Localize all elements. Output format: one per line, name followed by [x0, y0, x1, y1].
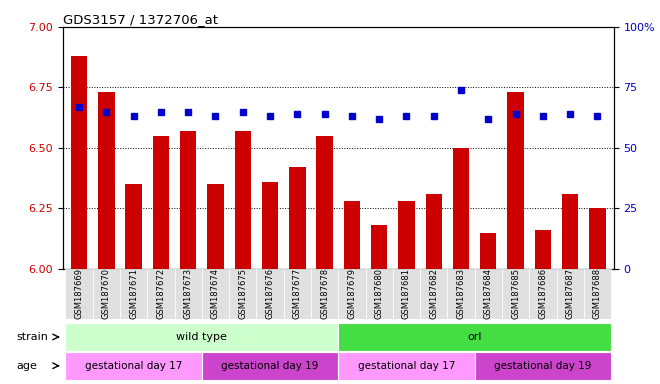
Bar [92, 269, 120, 319]
Text: GSM187677: GSM187677 [293, 268, 302, 319]
Bar [556, 269, 584, 319]
Bar [202, 269, 229, 319]
Text: GSM187687: GSM187687 [566, 268, 575, 319]
Bar [475, 269, 502, 319]
Bar [529, 269, 556, 319]
Bar [562, 194, 578, 269]
Text: wild type: wild type [176, 332, 227, 342]
Bar [447, 269, 475, 319]
Bar [229, 269, 256, 319]
Bar [262, 182, 279, 269]
Bar [65, 352, 202, 379]
Text: GSM187681: GSM187681 [402, 268, 411, 319]
Bar [147, 269, 174, 319]
Bar [371, 225, 387, 269]
Bar [480, 232, 496, 269]
Text: GSM187680: GSM187680 [375, 268, 383, 319]
Text: GSM187673: GSM187673 [183, 268, 193, 319]
Bar [338, 269, 366, 319]
Bar [535, 230, 551, 269]
Bar [453, 148, 469, 269]
Text: GSM187684: GSM187684 [484, 268, 493, 319]
Bar [338, 323, 611, 351]
Bar [120, 269, 147, 319]
Text: GDS3157 / 1372706_at: GDS3157 / 1372706_at [63, 13, 218, 26]
Text: GSM187678: GSM187678 [320, 268, 329, 319]
Text: GSM187675: GSM187675 [238, 268, 248, 319]
Bar [284, 269, 311, 319]
Bar [289, 167, 306, 269]
Bar [65, 323, 338, 351]
Bar [65, 269, 92, 319]
Text: GSM187679: GSM187679 [347, 268, 356, 319]
Bar [589, 208, 606, 269]
Bar [98, 92, 115, 269]
Bar [202, 352, 338, 379]
Bar [420, 269, 447, 319]
Bar [125, 184, 142, 269]
Text: gestational day 19: gestational day 19 [494, 361, 591, 371]
Text: GSM187674: GSM187674 [211, 268, 220, 319]
Bar [508, 92, 524, 269]
Bar [584, 269, 611, 319]
Text: GSM187688: GSM187688 [593, 268, 602, 319]
Bar [426, 194, 442, 269]
Text: GSM187683: GSM187683 [457, 268, 465, 319]
Text: gestational day 17: gestational day 17 [85, 361, 182, 371]
Bar [174, 269, 202, 319]
Text: GSM187676: GSM187676 [265, 268, 275, 319]
Bar [152, 136, 169, 269]
Bar [234, 131, 251, 269]
Bar [475, 352, 611, 379]
Bar [338, 352, 475, 379]
Bar [207, 184, 224, 269]
Bar [316, 136, 333, 269]
Text: GSM187669: GSM187669 [75, 268, 84, 319]
Text: GSM187670: GSM187670 [102, 268, 111, 319]
Bar [71, 56, 87, 269]
Text: age: age [16, 361, 38, 371]
Text: strain: strain [16, 332, 48, 342]
Text: orl: orl [467, 332, 482, 342]
Bar [344, 201, 360, 269]
Text: GSM187686: GSM187686 [539, 268, 547, 319]
Text: gestational day 17: gestational day 17 [358, 361, 455, 371]
Text: GSM187685: GSM187685 [511, 268, 520, 319]
Bar [366, 269, 393, 319]
Text: GSM187672: GSM187672 [156, 268, 166, 319]
Bar [180, 131, 197, 269]
Bar [502, 269, 529, 319]
Text: gestational day 19: gestational day 19 [221, 361, 319, 371]
Text: GSM187682: GSM187682 [429, 268, 438, 319]
Bar [256, 269, 284, 319]
Bar [398, 201, 414, 269]
Text: GSM187671: GSM187671 [129, 268, 138, 319]
Bar [393, 269, 420, 319]
Bar [311, 269, 338, 319]
